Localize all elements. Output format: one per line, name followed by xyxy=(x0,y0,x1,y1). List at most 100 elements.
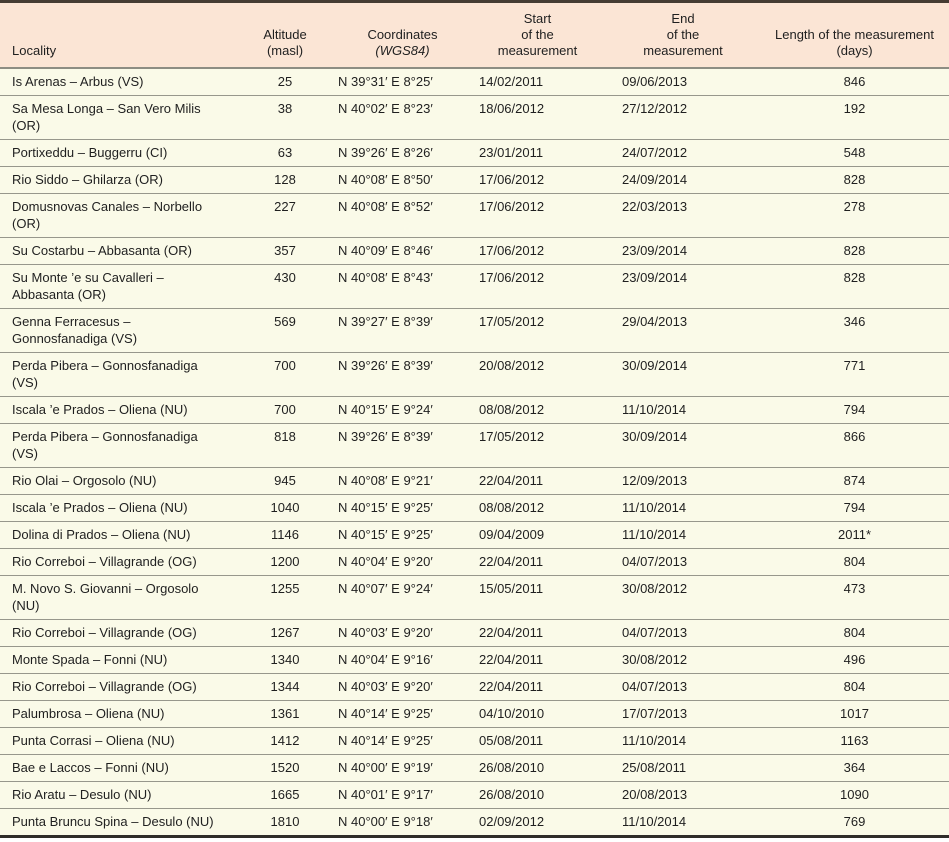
cell-altitude: 38 xyxy=(240,95,330,140)
column-header-length: Length of the measurement (days) xyxy=(760,1,949,69)
table-row: Dolina di Prados – Oliena (NU) 1146 N 40… xyxy=(0,521,949,549)
cell-end-date: 11/10/2014 xyxy=(620,494,760,522)
cell-end-date: 20/08/2013 xyxy=(620,781,760,809)
cell-coordinates: N 40°15′ E 9°25′ xyxy=(330,494,475,522)
cell-end-date: 30/09/2014 xyxy=(620,423,760,468)
cell-locality: Genna Ferracesus – Gonnosfanadiga (VS) xyxy=(0,308,240,353)
table-row: Punta Corrasi – Oliena (NU) 1412 N 40°14… xyxy=(0,727,949,755)
cell-altitude: 1200 xyxy=(240,548,330,576)
cell-altitude: 1412 xyxy=(240,727,330,755)
cell-locality: Rio Siddo – Ghilarza (OR) xyxy=(0,166,240,194)
table-row: Rio Correboi – Villagrande (OG) 1200 N 4… xyxy=(0,548,949,576)
cell-start-date: 02/09/2012 xyxy=(475,808,620,837)
cell-altitude: 128 xyxy=(240,166,330,194)
cell-altitude: 227 xyxy=(240,193,330,238)
cell-locality: Bae e Laccos – Fonni (NU) xyxy=(0,754,240,782)
cell-length-days: 192 xyxy=(760,95,949,140)
cell-altitude: 1344 xyxy=(240,673,330,701)
cell-end-date: 30/08/2012 xyxy=(620,575,760,620)
cell-length-days: 828 xyxy=(760,237,949,265)
cell-altitude: 1810 xyxy=(240,808,330,837)
cell-locality: Rio Correboi – Villagrande (OG) xyxy=(0,673,240,701)
column-header-coordinates: Coordinates (WGS84) xyxy=(330,1,475,69)
cell-altitude: 818 xyxy=(240,423,330,468)
cell-coordinates: N 40°02′ E 8°23′ xyxy=(330,95,475,140)
table-row: Palumbrosa – Oliena (NU) 1361 N 40°14′ E… xyxy=(0,700,949,728)
coordinates-header-datum: (WGS84) xyxy=(375,43,430,58)
cell-altitude: 25 xyxy=(240,68,330,96)
cell-coordinates: N 39°26′ E 8°39′ xyxy=(330,352,475,397)
table-row: Portixeddu – Buggerru (CI) 63 N 39°26′ E… xyxy=(0,139,949,167)
cell-coordinates: N 40°04′ E 9°20′ xyxy=(330,548,475,576)
cell-start-date: 23/01/2011 xyxy=(475,139,620,167)
table-row: Rio Aratu – Desulo (NU) 1665 N 40°01′ E … xyxy=(0,781,949,809)
table-row: Bae e Laccos – Fonni (NU) 1520 N 40°00′ … xyxy=(0,754,949,782)
coordinates-header-label: Coordinates xyxy=(367,27,438,42)
cell-end-date: 04/07/2013 xyxy=(620,673,760,701)
cell-length-days: 794 xyxy=(760,494,949,522)
cell-locality: Rio Olai – Orgosolo (NU) xyxy=(0,467,240,495)
cell-start-date: 17/06/2012 xyxy=(475,237,620,265)
table-row: Su Costarbu – Abbasanta (OR) 357 N 40°09… xyxy=(0,237,949,265)
cell-start-date: 09/04/2009 xyxy=(475,521,620,549)
cell-coordinates: N 40°15′ E 9°25′ xyxy=(330,521,475,549)
cell-locality: M. Novo S. Giovanni – Orgosolo (NU) xyxy=(0,575,240,620)
table-row: Sa Mesa Longa – San Vero Milis (OR) 38 N… xyxy=(0,95,949,140)
cell-start-date: 08/08/2012 xyxy=(475,396,620,424)
table-row: Domusnovas Canales – Norbello (OR) 227 N… xyxy=(0,193,949,238)
table-row: Rio Correboi – Villagrande (OG) 1267 N 4… xyxy=(0,619,949,647)
cell-end-date: 30/08/2012 xyxy=(620,646,760,674)
cell-coordinates: N 40°14′ E 9°25′ xyxy=(330,700,475,728)
cell-end-date: 04/07/2013 xyxy=(620,619,760,647)
table-row: Rio Correboi – Villagrande (OG) 1344 N 4… xyxy=(0,673,949,701)
table-row: Su Monte ’e su Cavalleri – Abbasanta (OR… xyxy=(0,264,949,309)
cell-start-date: 17/06/2012 xyxy=(475,166,620,194)
table-row: Iscala ’e Prados – Oliena (NU) 700 N 40°… xyxy=(0,396,949,424)
cell-coordinates: N 39°27′ E 8°39′ xyxy=(330,308,475,353)
table-row: Is Arenas – Arbus (VS) 25 N 39°31′ E 8°2… xyxy=(0,68,949,96)
column-header-end: End of the measurement xyxy=(620,1,760,69)
table-row: Rio Olai – Orgosolo (NU) 945 N 40°08′ E … xyxy=(0,467,949,495)
cell-start-date: 26/08/2010 xyxy=(475,781,620,809)
cell-start-date: 05/08/2011 xyxy=(475,727,620,755)
cell-coordinates: N 40°14′ E 9°25′ xyxy=(330,727,475,755)
table-row: Rio Siddo – Ghilarza (OR) 128 N 40°08′ E… xyxy=(0,166,949,194)
cell-length-days: 2011* xyxy=(760,521,949,549)
table-body: Is Arenas – Arbus (VS) 25 N 39°31′ E 8°2… xyxy=(0,68,949,837)
cell-coordinates: N 40°00′ E 9°18′ xyxy=(330,808,475,837)
cell-altitude: 63 xyxy=(240,139,330,167)
cell-altitude: 430 xyxy=(240,264,330,309)
cell-locality: Iscala ’e Prados – Oliena (NU) xyxy=(0,494,240,522)
cell-start-date: 17/05/2012 xyxy=(475,308,620,353)
cell-coordinates: N 40°08′ E 8°52′ xyxy=(330,193,475,238)
cell-length-days: 874 xyxy=(760,467,949,495)
cell-locality: Palumbrosa – Oliena (NU) xyxy=(0,700,240,728)
cell-locality: Sa Mesa Longa – San Vero Milis (OR) xyxy=(0,95,240,140)
cell-altitude: 1520 xyxy=(240,754,330,782)
cell-altitude: 1255 xyxy=(240,575,330,620)
cell-altitude: 1040 xyxy=(240,494,330,522)
cell-start-date: 08/08/2012 xyxy=(475,494,620,522)
cell-end-date: 24/09/2014 xyxy=(620,166,760,194)
cell-start-date: 26/08/2010 xyxy=(475,754,620,782)
cell-start-date: 17/06/2012 xyxy=(475,264,620,309)
cell-start-date: 15/05/2011 xyxy=(475,575,620,620)
table-header: Locality Altitude (masl) Coordinates (WG… xyxy=(0,1,949,69)
cell-locality: Dolina di Prados – Oliena (NU) xyxy=(0,521,240,549)
cell-coordinates: N 40°08′ E 8°43′ xyxy=(330,264,475,309)
cell-altitude: 1146 xyxy=(240,521,330,549)
table-row: Punta Bruncu Spina – Desulo (NU) 1810 N … xyxy=(0,808,949,837)
cell-start-date: 14/02/2011 xyxy=(475,68,620,96)
cell-altitude: 700 xyxy=(240,352,330,397)
cell-end-date: 29/04/2013 xyxy=(620,308,760,353)
cell-end-date: 09/06/2013 xyxy=(620,68,760,96)
cell-altitude: 357 xyxy=(240,237,330,265)
cell-locality: Monte Spada – Fonni (NU) xyxy=(0,646,240,674)
cell-end-date: 25/08/2011 xyxy=(620,754,760,782)
cell-altitude: 569 xyxy=(240,308,330,353)
cell-coordinates: N 39°31′ E 8°25′ xyxy=(330,68,475,96)
cell-start-date: 04/10/2010 xyxy=(475,700,620,728)
cell-locality: Su Costarbu – Abbasanta (OR) xyxy=(0,237,240,265)
table-row: Genna Ferracesus – Gonnosfanadiga (VS) 5… xyxy=(0,308,949,353)
